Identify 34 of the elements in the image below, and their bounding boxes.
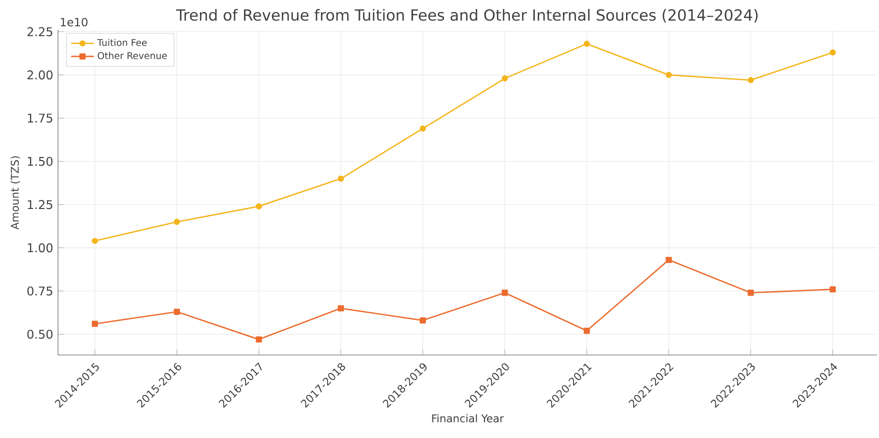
point [502,75,508,82]
y-tick-label: 1.00 [28,243,52,252]
legend-label: Tuition Fee [97,38,147,46]
point [420,317,426,324]
point [174,218,180,225]
point [666,256,672,263]
point [420,125,426,132]
y-axis-title: Amount (TZS) [10,156,20,230]
y-tick-label: 1.25 [28,200,52,210]
point [256,203,262,210]
x-axis-title: Financial Year [432,414,504,422]
y-tick-label: 0.50 [27,330,52,339]
point [338,305,344,312]
y-tick-label: 2.25 [27,27,52,36]
y-tick-label: 2.00 [27,70,52,80]
chart-title: Trend of Revenue from Tuition Fees and Other Internal Sources (2014–2024) [176,8,758,23]
point [584,328,590,334]
point [338,176,344,182]
point [748,290,754,296]
text: 1e10 [60,18,88,26]
point [92,238,98,244]
legend-label: Other Revenue [98,52,167,60]
y-tick-label: 0.75 [27,286,52,296]
point [502,290,508,296]
point [666,72,672,78]
y-tick-label: 1.75 [28,114,52,123]
point [92,320,98,327]
point [830,49,836,56]
point [830,286,836,292]
point [174,308,180,315]
point [256,336,262,342]
point [748,77,754,84]
y-tick-label: 1.50 [28,156,52,166]
point [584,40,590,47]
